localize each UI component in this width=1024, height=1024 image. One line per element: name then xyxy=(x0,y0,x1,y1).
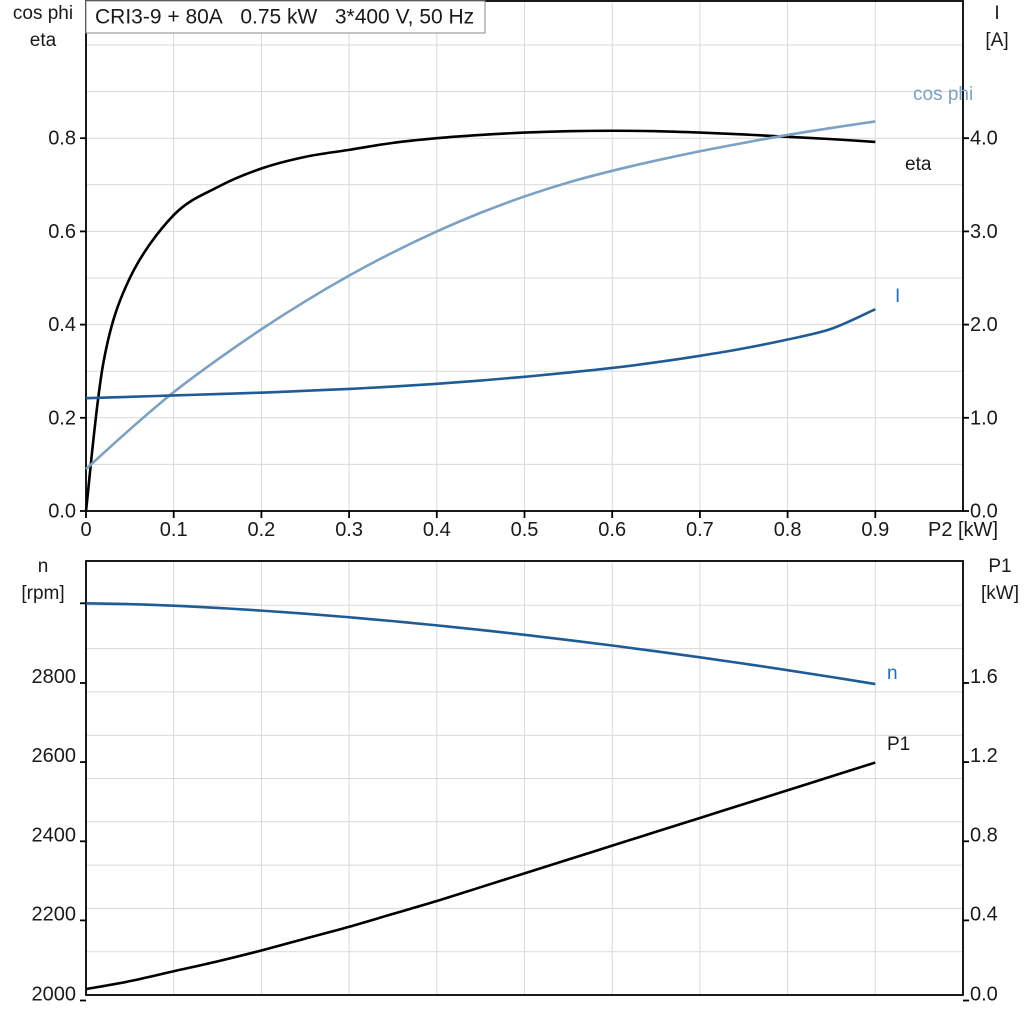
svg-text:P1: P1 xyxy=(887,734,910,755)
svg-text:2200: 2200 xyxy=(32,903,77,925)
svg-text:0.2: 0.2 xyxy=(247,519,275,541)
svg-text:0.9: 0.9 xyxy=(861,519,889,541)
svg-text:0.3: 0.3 xyxy=(335,519,363,541)
svg-text:0.4: 0.4 xyxy=(48,314,76,336)
svg-text:[rpm]: [rpm] xyxy=(21,583,64,604)
svg-text:2400: 2400 xyxy=(32,824,77,846)
svg-text:4.0: 4.0 xyxy=(970,128,998,150)
svg-text:CRI3-9 + 80A 0.75 kW 3*400: CRI3-9 + 80A 0.75 kW 3*400 V, 50 Hz xyxy=(95,6,474,29)
svg-text:0.8: 0.8 xyxy=(774,519,802,541)
svg-text:1.2: 1.2 xyxy=(970,745,998,767)
svg-text:0: 0 xyxy=(80,519,91,541)
svg-text:P1: P1 xyxy=(988,556,1011,577)
svg-text:0.6: 0.6 xyxy=(48,221,76,243)
svg-text:0.1: 0.1 xyxy=(160,519,188,541)
svg-text:eta: eta xyxy=(905,154,932,175)
svg-text:0.2: 0.2 xyxy=(48,407,76,429)
svg-text:cos phi: cos phi xyxy=(913,84,973,105)
svg-text:0.8: 0.8 xyxy=(48,128,76,150)
svg-text:2000: 2000 xyxy=(32,984,77,1006)
svg-text:n: n xyxy=(38,556,49,577)
svg-text:[A]: [A] xyxy=(985,30,1008,51)
svg-text:0.6: 0.6 xyxy=(598,519,626,541)
svg-text:eta: eta xyxy=(30,30,57,51)
svg-text:P2 [kW]: P2 [kW] xyxy=(928,519,998,541)
svg-text:0.7: 0.7 xyxy=(686,519,714,541)
svg-text:2600: 2600 xyxy=(32,745,77,767)
svg-text:3.0: 3.0 xyxy=(970,221,998,243)
svg-text:0.8: 0.8 xyxy=(970,824,998,846)
svg-text:0.4: 0.4 xyxy=(423,519,451,541)
svg-text:0.0: 0.0 xyxy=(48,501,76,523)
svg-text:[kW]: [kW] xyxy=(981,583,1019,604)
svg-text:n: n xyxy=(887,663,898,684)
svg-text:0.0: 0.0 xyxy=(970,984,998,1006)
svg-text:1.6: 1.6 xyxy=(970,666,998,688)
svg-text:0.4: 0.4 xyxy=(970,903,998,925)
svg-text:2800: 2800 xyxy=(32,666,77,688)
svg-text:cos phi: cos phi xyxy=(13,3,73,24)
svg-text:I: I xyxy=(994,3,999,24)
svg-text:0.5: 0.5 xyxy=(511,519,539,541)
svg-text:I: I xyxy=(895,286,900,307)
svg-text:1.0: 1.0 xyxy=(970,407,998,429)
svg-text:2.0: 2.0 xyxy=(970,314,998,336)
